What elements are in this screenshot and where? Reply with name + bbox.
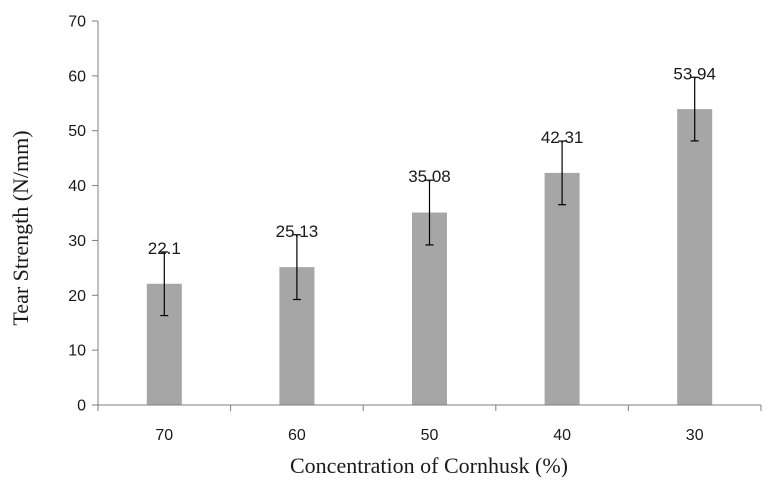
x-tick-label: 30 (686, 427, 704, 444)
x-axis-ticks: 70 60 50 40 30 (97, 405, 762, 444)
y-tick-label: 70 (68, 14, 86, 31)
data-label: 25.13 (276, 222, 319, 241)
error-bars (160, 76, 699, 317)
bar (677, 109, 713, 405)
y-tick-label: 40 (68, 178, 86, 195)
data-labels: 22.1 25.13 35.08 42.31 53.94 (148, 64, 716, 258)
y-axis-title: Tear Strength (N/mm) (8, 130, 33, 325)
data-label: 22.1 (148, 239, 181, 258)
x-tick-label: 40 (553, 427, 571, 444)
bars (146, 109, 713, 405)
data-label: 53.94 (673, 64, 716, 83)
y-axis-ticks: 0 10 20 30 40 50 60 70 (68, 14, 98, 415)
y-tick-label: 10 (68, 343, 86, 360)
bar (544, 172, 580, 405)
axes (97, 21, 761, 406)
x-axis-title: Concentration of Cornhusk (%) (290, 453, 568, 477)
data-label: 35.08 (408, 167, 451, 186)
x-tick-label: 50 (421, 427, 439, 444)
y-tick-label: 60 (68, 68, 86, 85)
y-tick-label: 0 (77, 398, 86, 415)
data-label: 42.31 (541, 128, 584, 147)
y-tick-label: 30 (68, 233, 86, 250)
x-tick-label: 70 (155, 427, 173, 444)
x-tick-label: 60 (288, 427, 306, 444)
y-tick-label: 20 (68, 288, 86, 305)
y-tick-label: 50 (68, 123, 86, 140)
